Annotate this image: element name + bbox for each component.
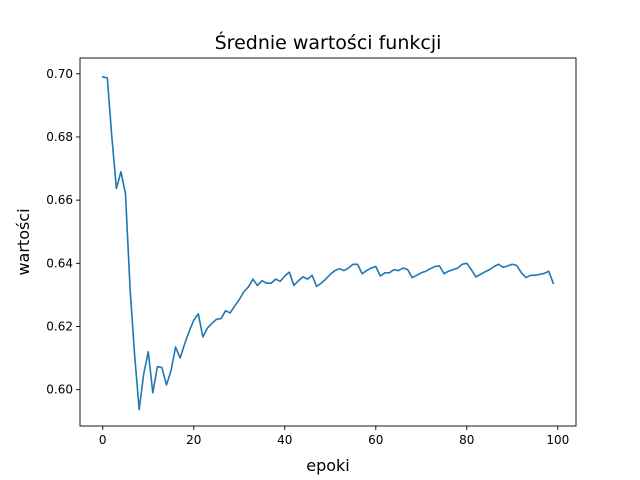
x-tick-label: 60 xyxy=(368,433,383,447)
chart-title: Średnie wartości funkcji xyxy=(215,30,442,54)
y-axis-label: wartości xyxy=(14,208,33,275)
x-tick-label: 40 xyxy=(277,433,292,447)
y-tick-label: 0.62 xyxy=(46,319,73,333)
plot-frame xyxy=(79,57,577,427)
x-tick-label: 100 xyxy=(546,433,569,447)
y-tick-label: 0.68 xyxy=(46,130,73,144)
x-tick-label: 0 xyxy=(99,433,107,447)
y-tick-label: 0.66 xyxy=(46,193,73,207)
x-tick-label: 20 xyxy=(186,433,201,447)
x-axis-label: epoki xyxy=(306,456,350,475)
plot-area xyxy=(79,57,577,427)
y-axis: 0.60 0.62 0.64 0.66 0.68 0.70 xyxy=(46,67,80,397)
x-axis: 0 20 40 60 80 100 xyxy=(99,426,569,447)
x-tick-label: 80 xyxy=(459,433,474,447)
y-tick-label: 0.70 xyxy=(46,67,73,81)
series-line-0 xyxy=(101,76,555,411)
y-tick-label: 0.60 xyxy=(46,383,73,397)
y-tick-label: 0.64 xyxy=(46,256,73,270)
